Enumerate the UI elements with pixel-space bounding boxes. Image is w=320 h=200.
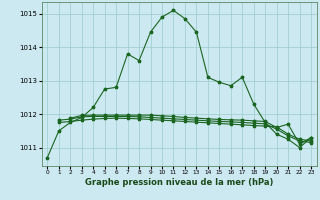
X-axis label: Graphe pression niveau de la mer (hPa): Graphe pression niveau de la mer (hPa) (85, 178, 273, 187)
